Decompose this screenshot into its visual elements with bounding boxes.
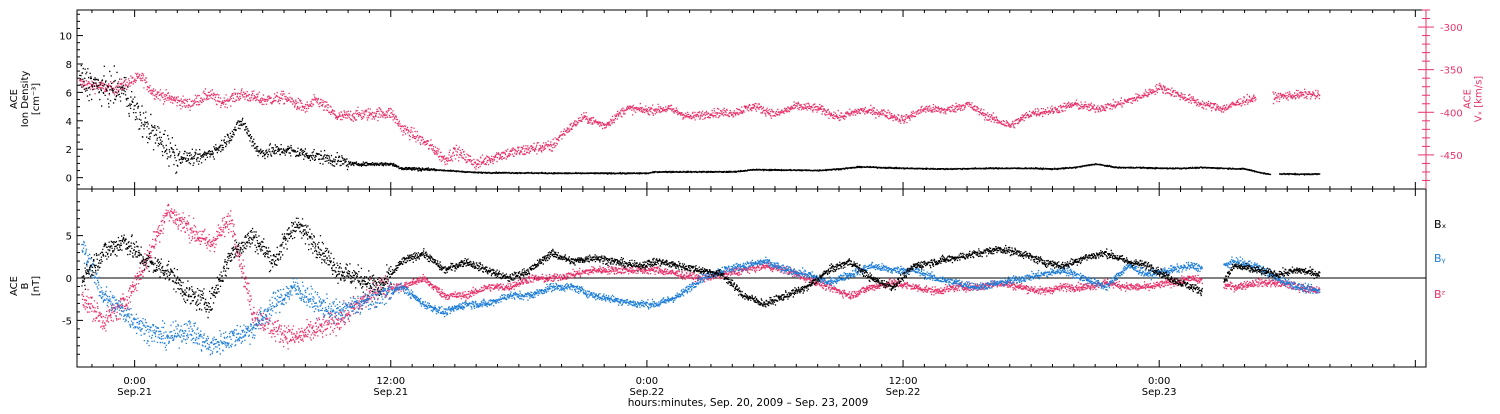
x-tick-date-label: Sep.22 (630, 387, 665, 398)
axis-labels: ACE Ion Density [cm⁻³] ACE Vₓ [km/s]ACE B [nT]… (9, 71, 1485, 301)
legend-entry: Bₓ (1434, 218, 1447, 231)
axes: 0246810-300-350-400-450-5050:00Sep.2112:… (59, 9, 1463, 398)
bz-series-points (81, 203, 1321, 350)
x-tick-time-label: 12:00 (376, 376, 405, 387)
by-series-points (81, 240, 1321, 356)
vx-series-points (79, 72, 1321, 170)
vx-axis-title-line: ACE (1463, 89, 1474, 109)
b-axis-title-line: ACE (9, 276, 20, 296)
x-tick-time-label: 12:00 (889, 376, 918, 387)
density-tick-label: 10 (59, 32, 72, 43)
x-tick-time-label: 0:00 (636, 376, 658, 387)
x-tick-date-label: Sep.21 (373, 387, 408, 398)
bx-series-points (81, 217, 1321, 319)
x-tick-time-label: 0:00 (123, 376, 145, 387)
x-tick-date-label: Sep.22 (886, 387, 921, 398)
legend-entry: Bᵧ (1434, 252, 1446, 265)
density-axis-title-line: ACE (9, 89, 20, 109)
density-tick-label: 8 (66, 60, 72, 71)
b-tick-label: 5 (66, 232, 72, 243)
b-tick-label: -5 (62, 316, 72, 327)
density-tick-label: 0 (66, 174, 72, 185)
x-tick-date-label: Sep.23 (1142, 387, 1177, 398)
legend-entry: Bᶻ (1434, 288, 1446, 301)
b-axis-title: ACE B [nT] (9, 276, 42, 296)
x-tick-time-label: 0:00 (1148, 376, 1170, 387)
vx-axis-title: ACE Vₓ [km/s] (1463, 76, 1485, 122)
density-series-points (79, 64, 1321, 176)
vx-tick-label: -350 (1440, 66, 1463, 77)
x-tick-date-label: Sep.21 (117, 387, 152, 398)
density-tick-label: 2 (66, 145, 72, 156)
vx-tick-label: -400 (1440, 108, 1463, 119)
vx-tick-label: -300 (1440, 23, 1463, 34)
density-axis-title-line: [cm⁻³] (31, 83, 42, 115)
top-panel-data (79, 64, 1321, 176)
b-axis-title-line: [nT] (31, 276, 42, 296)
density-axis-title: ACE Ion Density [cm⁻³] (9, 71, 42, 128)
bottom-panel-data (77, 203, 1426, 356)
vx-tick-label: -450 (1440, 151, 1463, 162)
density-axis-title-line: Ion Density (20, 71, 31, 128)
x-axis-caption: hours:minutes, Sep. 20, 2009 – Sep. 23, … (628, 397, 869, 409)
vx-axis-title-line: Vₓ [km/s] (1474, 76, 1485, 122)
b-tick-label: 0 (66, 274, 72, 285)
density-tick-label: 4 (66, 117, 72, 128)
b-axis-title-line: B (20, 282, 31, 289)
density-tick-label: 6 (66, 88, 72, 99)
